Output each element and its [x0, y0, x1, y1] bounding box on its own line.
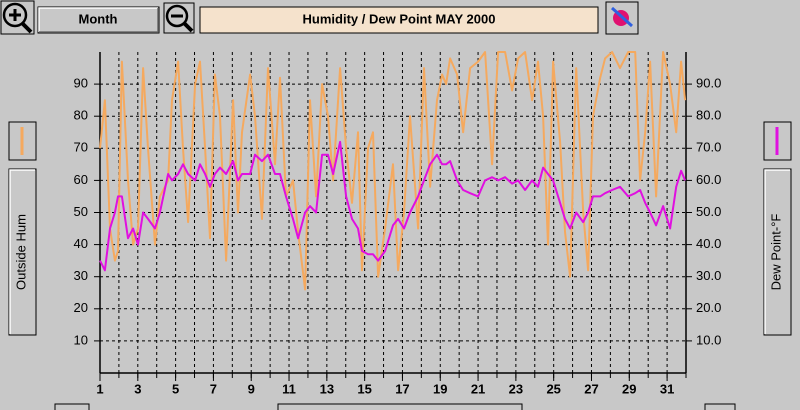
- x-tick-label: 15: [357, 381, 371, 396]
- legend-label: Dew Point-°F: [768, 214, 783, 291]
- y-tick-label: 20: [74, 300, 88, 315]
- chart-title: Humidity / Dew Point MAY 2000: [303, 11, 496, 26]
- y-tick-label: 50: [74, 204, 88, 219]
- x-tick-label: 1: [96, 381, 103, 396]
- y-tick-label: 10: [74, 332, 88, 347]
- x-tick-label: 31: [660, 381, 674, 396]
- y2-tick-label: 80.0: [696, 108, 721, 123]
- zoom-in-button[interactable]: [0, 0, 35, 35]
- legend-label: Outside Hum: [13, 214, 28, 290]
- x-tick-label: 23: [509, 381, 523, 396]
- y-tick-label: 90: [74, 76, 88, 91]
- x-tick-label: 29: [622, 381, 636, 396]
- left-axis-button[interactable]: Outside Hum: [8, 168, 37, 336]
- color-tool-button[interactable]: [605, 1, 639, 35]
- x-tick-label: 11: [282, 381, 296, 396]
- x-tick-label: 27: [584, 381, 598, 396]
- x-tick-label: 3: [134, 381, 141, 396]
- scroll-right-button[interactable]: [704, 403, 736, 410]
- x-tick-label: 13: [320, 381, 334, 396]
- y-tick-label: 40: [74, 236, 88, 251]
- y2-tick-label: 60.0: [696, 172, 721, 187]
- title-box: Humidity / Dew Point MAY 2000: [199, 6, 599, 34]
- y2-tick-label: 50.0: [696, 204, 721, 219]
- y2-tick-label: 10.0: [696, 332, 721, 347]
- y2-tick-label: 90.0: [696, 76, 721, 91]
- plot-area: 10 20 30 40 50 60 70 80 90 10.0 20.0 30.0 40.0 50.0 60…: [74, 51, 721, 396]
- scroll-bar[interactable]: [277, 403, 523, 410]
- series-line: [99, 51, 687, 291]
- right-axis-button[interactable]: Dew Point-°F: [763, 168, 792, 336]
- x-tick-label: 19: [433, 381, 447, 396]
- x-tick-label: 25: [546, 381, 560, 396]
- x-tick-label: 9: [248, 381, 255, 396]
- period-button[interactable]: Month: [37, 6, 160, 34]
- x-tick-label: 21: [471, 381, 485, 396]
- series-line: [99, 140, 687, 272]
- y2-tick-label: 20.0: [696, 300, 721, 315]
- y2-tick-label: 70.0: [696, 140, 721, 155]
- scroll-left-button[interactable]: [54, 403, 90, 410]
- y2-tick-label: 30.0: [696, 268, 721, 283]
- y-tick-label: 30: [74, 268, 88, 283]
- period-label: Month: [79, 11, 118, 26]
- zoom-out-button[interactable]: [163, 2, 195, 34]
- y2-tick-label: 40.0: [696, 236, 721, 251]
- x-tick-label: 5: [172, 381, 179, 396]
- y-tick-label: 70: [74, 140, 88, 155]
- right-legend-swatch-button[interactable]: [763, 121, 792, 161]
- y-tick-label: 60: [74, 172, 88, 187]
- left-legend-swatch-button[interactable]: [8, 121, 37, 161]
- y-tick-label: 80: [74, 108, 88, 123]
- x-tick-label: 17: [395, 381, 409, 396]
- x-tick-label: 7: [210, 381, 217, 396]
